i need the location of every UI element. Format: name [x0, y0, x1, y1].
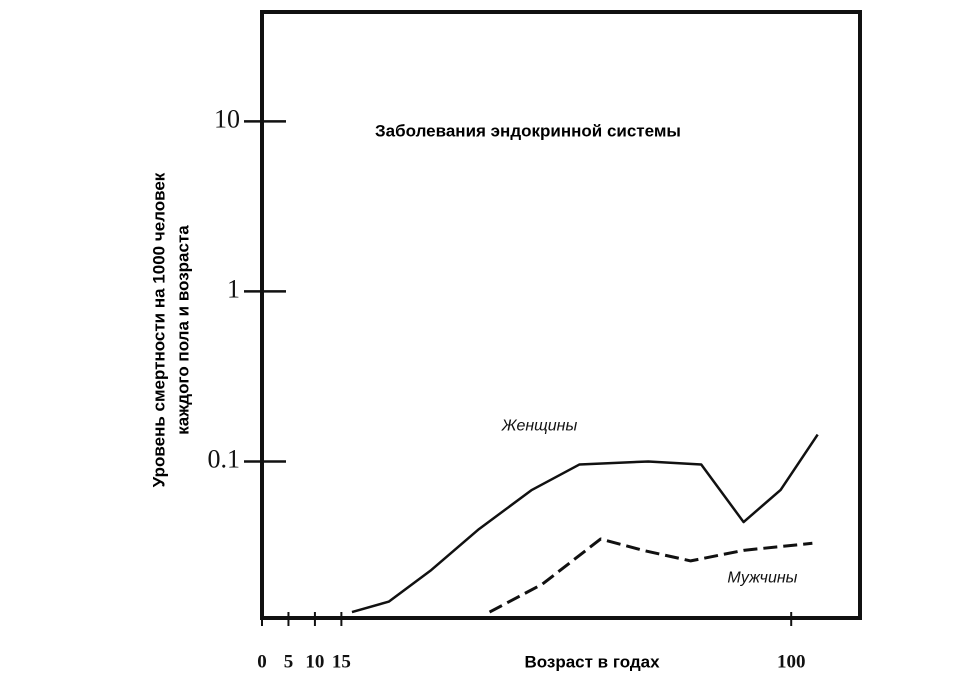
y-axis-label-line: Уровень смертности на 1000 человек	[149, 172, 168, 487]
y-tick-label: 10	[214, 104, 240, 133]
y-tick-label: 0.1	[208, 444, 241, 473]
y-tick-label: 1	[227, 274, 240, 303]
y-axis-label-line: каждого пола и возраста	[173, 225, 192, 435]
x-tick-label: 15	[332, 651, 351, 672]
series-line	[488, 537, 813, 614]
series-label: Женщины	[501, 418, 578, 435]
x-tick-label: 5	[284, 651, 294, 672]
x-tick-label: 100	[777, 651, 806, 672]
x-tick-label: 0	[257, 651, 267, 672]
x-tick-label: 10	[305, 651, 324, 672]
plot-frame	[260, 10, 862, 620]
y-axis-label: Уровень смертности на 1000 человек каждо…	[149, 172, 192, 487]
series-line	[351, 433, 819, 614]
x-axis-label: Возраст в годах	[524, 652, 660, 671]
series-label: Мужчины	[727, 570, 797, 587]
chart-title: Заболевания эндокринной системы	[375, 121, 681, 140]
